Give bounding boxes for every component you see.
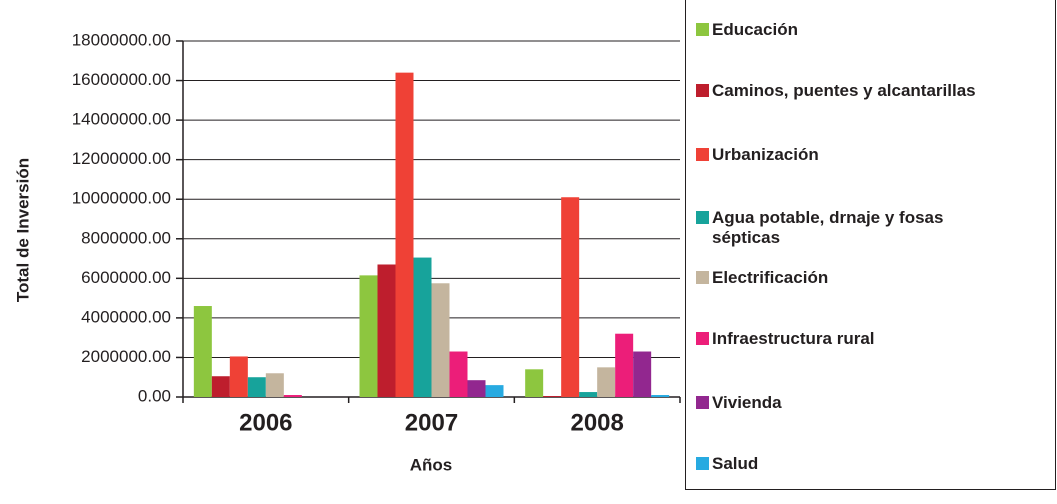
y-axis-title: Total de Inversión [13, 158, 32, 302]
legend-label: Caminos, puentes y alcantarillas [712, 81, 976, 100]
legend-swatch [696, 396, 709, 409]
legend-label: Vivienda [712, 393, 782, 412]
bar [467, 380, 486, 397]
bar [229, 356, 248, 397]
legend-swatch [696, 84, 709, 97]
y-tick-label: 14000000.00 [72, 110, 171, 129]
bar [597, 367, 616, 397]
y-tick-label: 6000000.00 [81, 268, 171, 287]
bar [359, 275, 378, 397]
legend-item: Caminos, puentes y alcantarillas [696, 81, 1012, 101]
bar [193, 306, 212, 397]
y-tick-label: 12000000.00 [72, 149, 171, 168]
bar [525, 369, 544, 397]
legend-swatch [696, 271, 709, 284]
legend-item: Infraestructura rural [696, 329, 1012, 349]
legend-item: Educación [696, 20, 1012, 40]
legend-swatch [696, 457, 709, 470]
legend: Educación Caminos, puentes y alcantarilla… [685, 0, 1056, 490]
bar [395, 72, 414, 398]
bar [633, 351, 652, 397]
legend-item: Salud [696, 454, 1012, 474]
bar [651, 395, 670, 397]
legend-label: Educación [712, 20, 798, 39]
legend-label: Agua potable, drnaje y fosas sépticas [712, 208, 944, 247]
legend-item: Agua potable, drnaje y fosas sépticas [696, 208, 1012, 248]
bar [449, 351, 468, 397]
y-tick-label: 4000000.00 [81, 307, 171, 326]
bar [431, 283, 450, 397]
bar [247, 377, 266, 397]
y-tick-label: 10000000.00 [72, 189, 171, 208]
y-tick-label: 0.00 [138, 386, 171, 405]
x-tick-label: 2008 [570, 409, 623, 436]
x-axis-title: Años [410, 455, 453, 474]
chart: Total de Inversión Años 0.00 2000000.00 40… [13, 30, 681, 474]
legend-item: Vivienda [696, 393, 1012, 413]
legend-label: Urbanización [712, 145, 819, 164]
legend-swatch [696, 148, 709, 161]
bar [485, 385, 504, 397]
legend-swatch [696, 211, 709, 224]
legend-item: Urbanización [696, 145, 1012, 165]
x-tick-label: 2006 [239, 409, 292, 436]
legend-label: Infraestructura rural [712, 329, 875, 348]
y-tick-label: 18000000.00 [72, 30, 171, 49]
legend-label: Salud [712, 454, 759, 473]
y-tick-label: 16000000.00 [72, 70, 171, 89]
bar [211, 376, 230, 397]
bar [283, 395, 302, 397]
bar [579, 392, 598, 397]
legend-item: Electrificación [696, 268, 1012, 288]
x-tick-label: 2007 [405, 409, 458, 436]
legend-swatch [696, 332, 709, 345]
bar [543, 396, 562, 397]
legend-swatch [696, 23, 709, 36]
bar [265, 373, 284, 397]
bar [377, 264, 396, 397]
bar [561, 197, 580, 397]
bar [413, 257, 432, 397]
y-tick-label: 8000000.00 [81, 228, 171, 247]
y-tick-label: 2000000.00 [81, 347, 171, 366]
bar [615, 333, 634, 397]
legend-label: Electrificación [712, 268, 829, 287]
